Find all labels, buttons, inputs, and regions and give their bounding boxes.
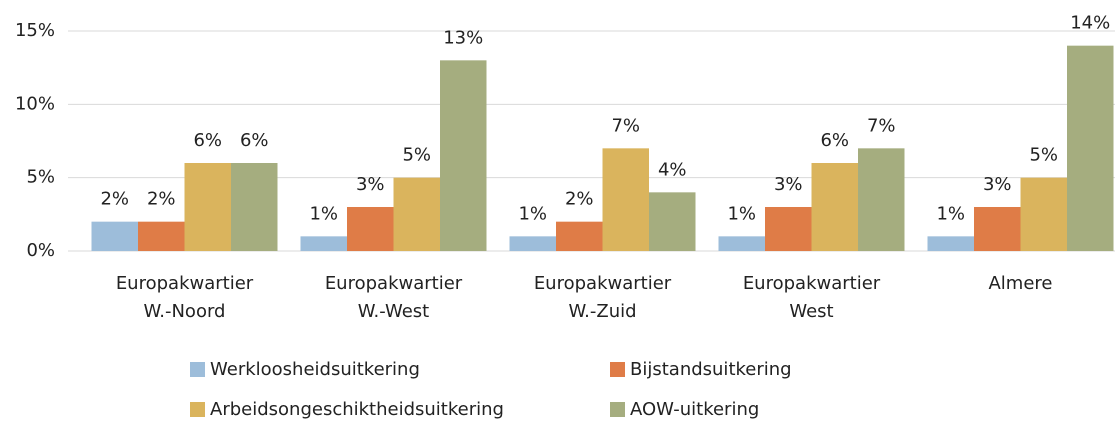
value-label: 14%	[1070, 13, 1110, 34]
value-label: 6%	[820, 130, 849, 151]
x-tick-label: Europakwartier	[116, 273, 254, 294]
bar	[602, 148, 649, 251]
value-label: 2%	[565, 189, 594, 210]
legend-label: Bijstandsuitkering	[630, 359, 792, 380]
value-label: 3%	[356, 174, 385, 195]
value-label: 6%	[240, 130, 269, 151]
x-tick-label: Europakwartier	[743, 273, 881, 294]
legend-swatch	[190, 362, 205, 377]
value-label: 6%	[193, 130, 222, 151]
x-tick-label: Europakwartier	[534, 273, 672, 294]
x-tick-label: W.-Noord	[144, 301, 226, 322]
bar	[765, 207, 812, 251]
bar	[347, 207, 394, 251]
legend-label: AOW-uitkering	[630, 399, 759, 420]
value-label: 2%	[100, 189, 129, 210]
value-label: 3%	[774, 174, 803, 195]
bar	[393, 177, 440, 251]
legend-label: Arbeidsongeschiktheidsuitkering	[210, 399, 504, 420]
value-label: 13%	[443, 27, 483, 48]
bar	[300, 236, 347, 251]
y-tick-label: 15%	[15, 20, 55, 41]
legend-swatch	[610, 402, 625, 417]
bar	[858, 148, 905, 251]
y-tick-label: 5%	[26, 167, 55, 188]
bar	[974, 207, 1021, 251]
bar	[1020, 177, 1067, 251]
x-tick-label: W.-West	[358, 301, 429, 322]
bar	[184, 163, 231, 251]
value-label: 1%	[309, 203, 338, 224]
bar	[649, 192, 696, 251]
value-label: 4%	[658, 159, 687, 180]
bar	[138, 221, 185, 251]
bar	[718, 236, 765, 251]
value-label: 5%	[1029, 145, 1058, 166]
bar	[811, 163, 858, 251]
bar	[231, 163, 278, 251]
value-label: 1%	[518, 203, 547, 224]
legend-swatch	[190, 402, 205, 417]
x-tick-label: W.-Zuid	[568, 301, 636, 322]
y-tick-label: 0%	[26, 240, 55, 261]
value-label: 3%	[983, 174, 1012, 195]
bar	[440, 60, 487, 252]
bar	[91, 221, 138, 251]
value-label: 5%	[402, 145, 431, 166]
y-tick-label: 10%	[15, 93, 55, 114]
value-label: 2%	[147, 189, 176, 210]
x-tick-label: Almere	[988, 273, 1052, 294]
bar	[927, 236, 974, 251]
value-label: 7%	[611, 115, 640, 136]
bar	[556, 221, 603, 251]
legend-swatch	[610, 362, 625, 377]
value-label: 7%	[867, 115, 896, 136]
x-tick-label: West	[789, 301, 833, 322]
value-label: 1%	[727, 203, 756, 224]
bar	[509, 236, 556, 251]
bar	[1067, 45, 1114, 251]
value-label: 1%	[936, 203, 965, 224]
legend-label: Werkloosheidsuitkering	[210, 359, 420, 380]
x-tick-label: Europakwartier	[325, 273, 463, 294]
